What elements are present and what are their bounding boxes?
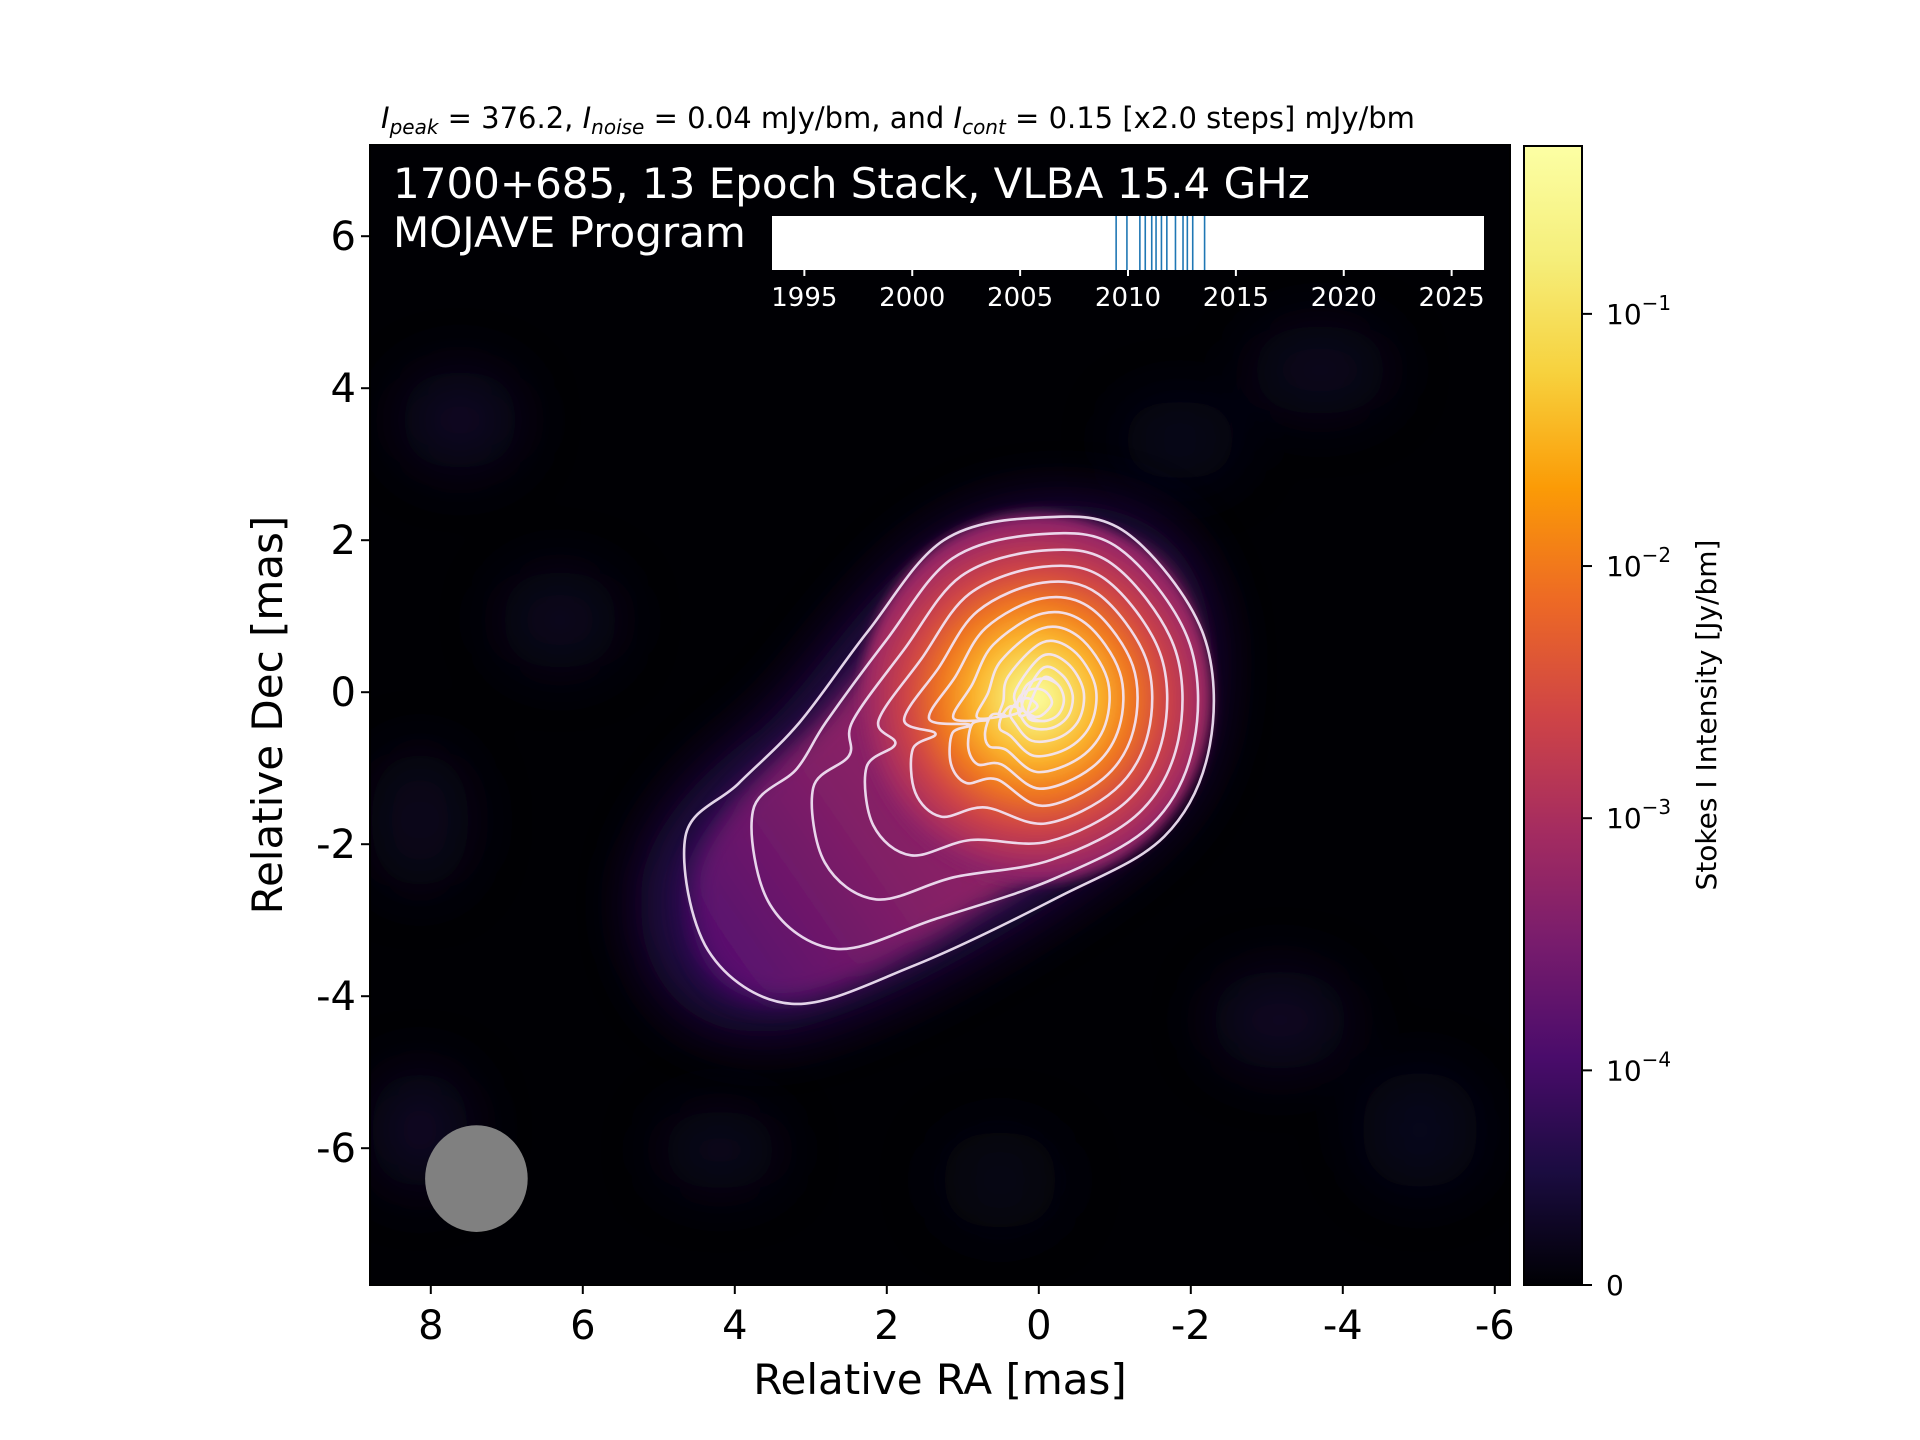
timeline-tick-label: 2000 [879, 283, 945, 313]
y-axis-label: Relative Dec [mas] [243, 516, 292, 915]
y-tick-label: -4 [316, 974, 356, 1020]
contour-level [951, 610, 1125, 791]
y-axis-ticks: 6 4 2 0 -2 -4 -6 [316, 214, 370, 1172]
source-emission [370, 325, 1480, 1232]
x-tick-label: -4 [1323, 1303, 1363, 1349]
timeline-tick-label: 2020 [1311, 283, 1377, 313]
plot-frame [369, 144, 1511, 1286]
colorbar-tick-label: 10−3 [1606, 795, 1671, 835]
y-tick-label: 4 [331, 366, 356, 412]
y-tick-label: -6 [316, 1126, 356, 1172]
chart-title: Ipeak = 376.2, Inoise = 0.04 mJy/bm, and… [381, 101, 1415, 139]
timeline-tick-label: 2015 [1203, 283, 1269, 313]
colorbar-ticks: 10−1 10−2 10−3 10−4 0 [1582, 291, 1671, 1302]
contour-level [810, 548, 1184, 901]
timeline-ticks: 1995 2000 2005 2010 2015 2020 2025 [771, 270, 1485, 313]
x-tick-label: 8 [418, 1303, 443, 1349]
timeline-tick-label: 2005 [987, 283, 1053, 313]
colorbar: 10−1 10−2 10−3 10−4 0 Stokes I Intensity [Jy… [1523, 145, 1723, 1302]
x-tick-label: 2 [874, 1303, 899, 1349]
timeline-tick-label: 2025 [1419, 283, 1485, 313]
colorbar-gradient [1523, 145, 1583, 1286]
contour-level [863, 564, 1169, 857]
plot-area [369, 144, 1511, 1286]
x-axis-label: Relative RA [mas] [753, 1355, 1127, 1404]
x-tick-label: 0 [1026, 1303, 1051, 1349]
x-tick-label: -6 [1475, 1303, 1515, 1349]
program-label: MOJAVE Program [393, 208, 746, 257]
timeline-tick-label: 2010 [1095, 283, 1161, 313]
colorbar-tick-label: 0 [1606, 1269, 1624, 1302]
contour-level [1016, 665, 1075, 731]
x-tick-label: -2 [1171, 1303, 1211, 1349]
y-tick-label: 0 [331, 670, 356, 716]
source-title: 1700+685, 13 Epoch Stack, VLBA 15.4 GHz [393, 159, 1310, 208]
y-tick-label: 2 [331, 518, 356, 564]
colorbar-tick-label: 10−4 [1606, 1047, 1671, 1087]
contour-level [975, 625, 1111, 774]
contour-level [1019, 675, 1066, 723]
contour-lines [682, 515, 1216, 1006]
colorbar-tick-label: 10−1 [1606, 291, 1671, 331]
x-axis-ticks: 8 6 4 2 0 -2 -4 -6 [418, 1285, 1515, 1349]
contour-level [927, 595, 1139, 808]
y-tick-label: -2 [316, 822, 356, 868]
timeline-tick-label: 1995 [771, 283, 837, 313]
contour-level [682, 515, 1216, 1006]
epoch-timeline: 1995 2000 2005 2010 2015 2020 2025 [771, 216, 1485, 313]
timeline-box [772, 216, 1484, 270]
contour-level [750, 531, 1200, 951]
epoch-lines [1115, 216, 1206, 270]
contour-level [902, 580, 1154, 826]
y-tick-label: 6 [331, 214, 356, 260]
x-tick-label: 4 [722, 1303, 747, 1349]
colorbar-label: Stokes I Intensity [Jy/bm] [1690, 540, 1723, 891]
colorbar-tick-label: 10−2 [1606, 543, 1671, 583]
contour-level [997, 639, 1098, 758]
x-tick-label: 6 [570, 1303, 595, 1349]
beam-ellipse [425, 1125, 528, 1232]
